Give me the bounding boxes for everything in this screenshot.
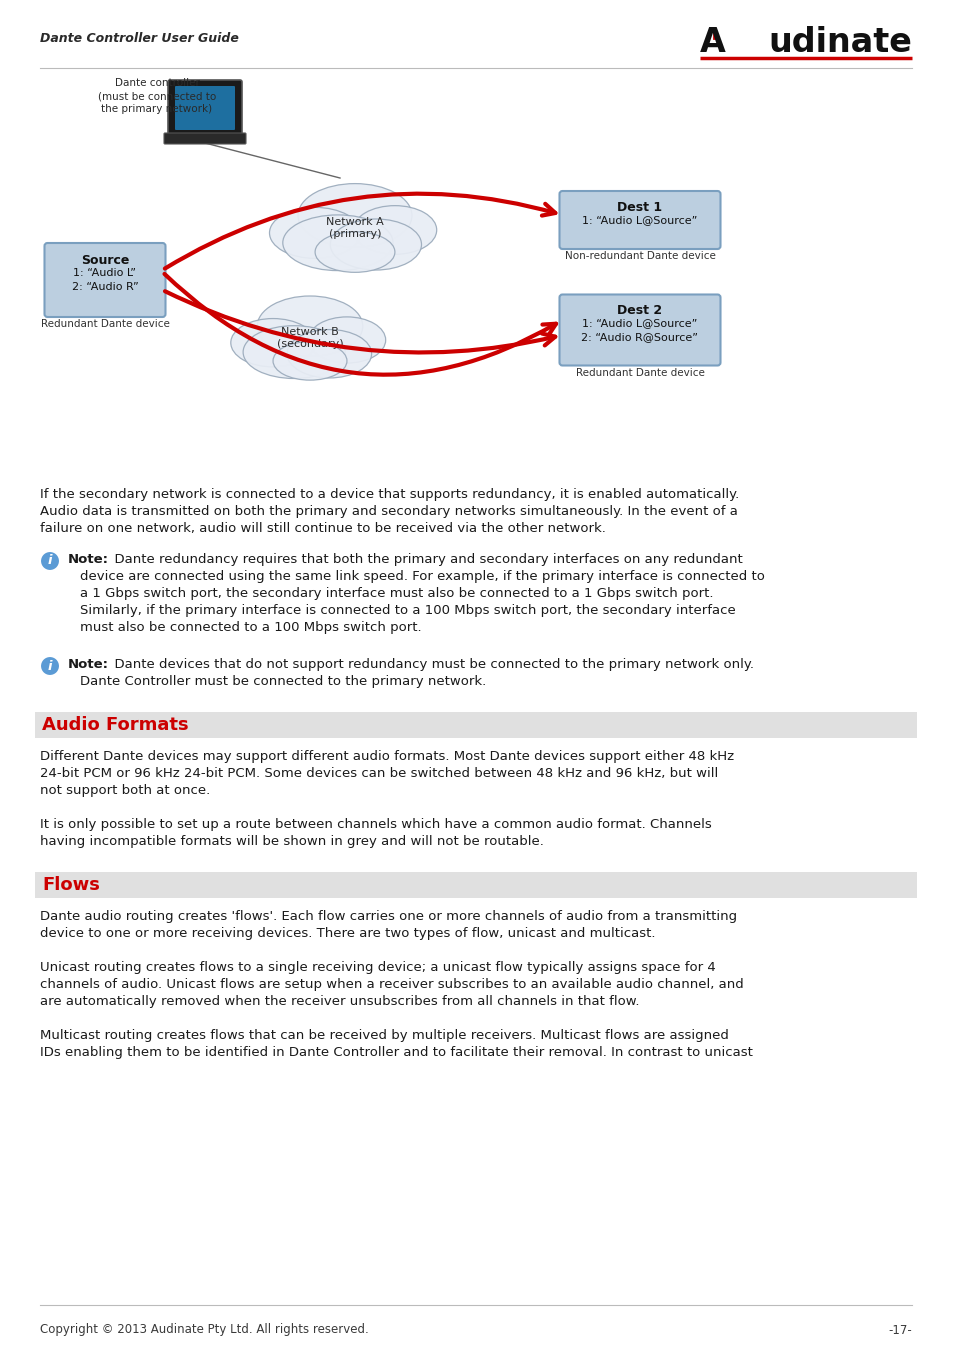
Text: Network B
(secondary): Network B (secondary) [276, 327, 343, 350]
Text: Multicast routing creates flows that can be received by multiple receivers. Mult: Multicast routing creates flows that can… [40, 1029, 728, 1042]
FancyBboxPatch shape [35, 711, 916, 738]
Text: Audio data is transmitted on both the primary and secondary networks simultaneou: Audio data is transmitted on both the pr… [40, 505, 737, 518]
Text: 1: “Audio L”: 1: “Audio L” [73, 269, 136, 278]
Text: Unicast routing creates flows to a single receiving device; a unicast flow typic: Unicast routing creates flows to a singl… [40, 961, 715, 973]
Text: 24-bit PCM or 96 kHz 24-bit PCM. Some devices can be switched between 48 kHz and: 24-bit PCM or 96 kHz 24-bit PCM. Some de… [40, 767, 718, 780]
Text: Dest 2: Dest 2 [617, 305, 662, 317]
Ellipse shape [297, 184, 412, 247]
Text: Audio Formats: Audio Formats [42, 716, 189, 734]
Circle shape [40, 551, 60, 571]
Text: A: A [700, 26, 725, 58]
Text: udinate: udinate [767, 26, 911, 58]
Text: It is only possible to set up a route between channels which have a common audio: It is only possible to set up a route be… [40, 818, 711, 832]
Text: Flows: Flows [42, 876, 100, 894]
Text: If the secondary network is connected to a device that supports redundancy, it i: If the secondary network is connected to… [40, 487, 739, 501]
Ellipse shape [314, 232, 395, 273]
Text: Note:: Note: [68, 657, 109, 671]
Ellipse shape [243, 325, 345, 378]
FancyBboxPatch shape [174, 86, 234, 130]
FancyBboxPatch shape [45, 243, 165, 317]
Text: 1: “Audio L@Source”: 1: “Audio L@Source” [581, 319, 697, 328]
Text: are automatically removed when the receiver unsubscribes from all channels in th: are automatically removed when the recei… [40, 995, 639, 1008]
Text: 1: “Audio L@Source”: 1: “Audio L@Source” [581, 215, 697, 225]
Text: Copyright © 2013 Audinate Pty Ltd. All rights reserved.: Copyright © 2013 Audinate Pty Ltd. All r… [40, 1323, 369, 1336]
Text: Dante redundancy requires that both the primary and secondary interfaces on any : Dante redundancy requires that both the … [106, 554, 742, 566]
Text: having incompatible formats will be shown in grey and will not be routable.: having incompatible formats will be show… [40, 836, 543, 848]
Ellipse shape [330, 219, 421, 270]
Text: Redundant Dante device: Redundant Dante device [575, 367, 703, 378]
Text: failure on one network, audio will still continue to be received via the other n: failure on one network, audio will still… [40, 522, 605, 535]
FancyBboxPatch shape [558, 294, 720, 366]
Text: -17-: -17- [887, 1323, 911, 1336]
Text: Dante Controller must be connected to the primary network.: Dante Controller must be connected to th… [80, 675, 486, 688]
Text: 2: “Audio R”: 2: “Audio R” [71, 282, 138, 292]
Ellipse shape [231, 319, 314, 367]
Text: a 1 Gbps switch port, the secondary interface must also be connected to a 1 Gbps: a 1 Gbps switch port, the secondary inte… [80, 587, 713, 599]
Text: channels of audio. Unicast flows are setup when a receiver subscribes to an avai: channels of audio. Unicast flows are set… [40, 977, 743, 991]
Ellipse shape [257, 296, 362, 356]
Text: must also be connected to a 100 Mbps switch port.: must also be connected to a 100 Mbps swi… [80, 621, 421, 634]
Ellipse shape [273, 342, 347, 381]
Text: i: i [48, 660, 52, 672]
Text: 2: “Audio R@Source”: 2: “Audio R@Source” [581, 332, 698, 343]
FancyBboxPatch shape [35, 872, 916, 898]
Ellipse shape [287, 329, 372, 378]
Text: Note:: Note: [68, 554, 109, 566]
Text: not support both at once.: not support both at once. [40, 784, 210, 796]
FancyBboxPatch shape [164, 134, 246, 144]
Text: Network A
(primary): Network A (primary) [326, 217, 383, 239]
Text: Dante controller
(must be connected to
the primary network): Dante controller (must be connected to t… [98, 78, 216, 115]
Text: Dante devices that do not support redundancy must be connected to the primary ne: Dante devices that do not support redund… [106, 657, 753, 671]
Ellipse shape [308, 317, 385, 363]
FancyBboxPatch shape [558, 190, 720, 248]
Ellipse shape [282, 215, 393, 270]
Text: i: i [48, 555, 52, 567]
Text: device to one or more receiving devices. There are two types of flow, unicast an: device to one or more receiving devices.… [40, 927, 655, 940]
Ellipse shape [269, 208, 360, 258]
Text: Dante audio routing creates 'flows'. Each flow carries one or more channels of a: Dante audio routing creates 'flows'. Eac… [40, 910, 737, 923]
FancyBboxPatch shape [168, 80, 242, 136]
Text: Dante Controller User Guide: Dante Controller User Guide [40, 31, 238, 45]
Text: Different Dante devices may support different audio formats. Most Dante devices : Different Dante devices may support diff… [40, 751, 734, 763]
Text: IDs enabling them to be identified in Dante Controller and to facilitate their r: IDs enabling them to be identified in Da… [40, 1046, 752, 1058]
Text: Source: Source [81, 254, 129, 267]
Circle shape [40, 656, 60, 676]
Text: Similarly, if the primary interface is connected to a 100 Mbps switch port, the : Similarly, if the primary interface is c… [80, 603, 735, 617]
Ellipse shape [353, 205, 436, 254]
Text: Non-redundant Dante device: Non-redundant Dante device [564, 251, 715, 261]
Text: Dest 1: Dest 1 [617, 201, 662, 215]
Text: device are connected using the same link speed. For example, if the primary inte: device are connected using the same link… [80, 570, 764, 583]
Text: Redundant Dante device: Redundant Dante device [41, 319, 170, 329]
